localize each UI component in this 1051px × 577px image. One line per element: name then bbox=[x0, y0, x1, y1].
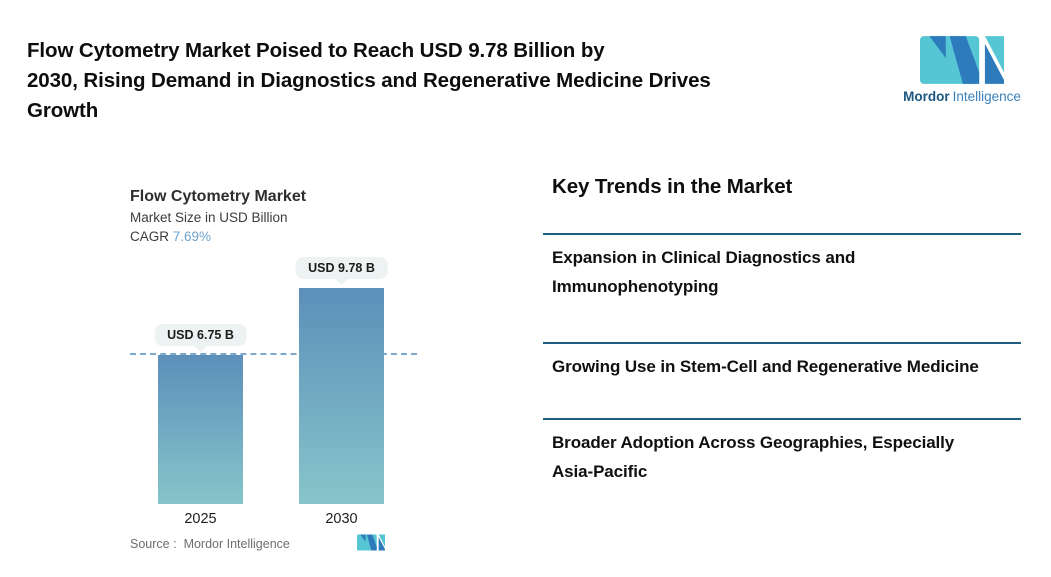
trend-item: Broader Adoption Across Geographies, Esp… bbox=[543, 418, 1021, 486]
chart-subtitle: Market Size in USD Billion bbox=[130, 210, 288, 225]
mordor-logo-small-icon bbox=[357, 534, 385, 551]
trends-heading: Key Trends in the Market bbox=[552, 175, 793, 198]
brand-name-bold: Mordor bbox=[903, 89, 950, 104]
chart-cagr: CAGR 7.69% bbox=[130, 229, 417, 244]
mordor-intelligence-logo-icon bbox=[920, 36, 1004, 84]
page-title-line: Growth bbox=[27, 99, 99, 122]
page-title-line: 2030, Rising Demand in Diagnostics and R… bbox=[27, 69, 711, 92]
axis-label-2030: 2030 bbox=[325, 511, 358, 527]
page-title-line: Flow Cytometry Market Poised to Reach US… bbox=[27, 39, 605, 62]
key-trends-panel: Key Trends in the Market Expansion in Cl… bbox=[543, 174, 1021, 486]
bar-chart-plot: USD 6.75 B 2025 USD 9.78 B 2030 bbox=[130, 257, 417, 527]
page-title: Flow Cytometry Market Poised to Reach US… bbox=[27, 36, 711, 126]
bar-2030: USD 9.78 B 2030 bbox=[295, 257, 388, 527]
value-label-2030: USD 9.78 B bbox=[295, 257, 388, 285]
reference-dashed-line bbox=[130, 353, 417, 355]
chart-title: Flow Cytometry Market bbox=[130, 188, 307, 205]
source-label: Source : bbox=[130, 537, 177, 551]
brand-name: Mordor Intelligence bbox=[903, 89, 1021, 104]
market-size-chart: Flow Cytometry Market Market Size in USD… bbox=[130, 188, 417, 560]
trend-item-text: Expansion in Clinical Diagnostics and Im… bbox=[552, 248, 856, 296]
trend-item-text: Broader Adoption Across Geographies, Esp… bbox=[552, 433, 955, 481]
bar-2025: USD 6.75 B 2025 bbox=[154, 324, 247, 527]
source-row: Source : Mordor Intelligence bbox=[130, 534, 417, 554]
trend-item: Growing Use in Stem-Cell and Regenerativ… bbox=[543, 342, 1021, 381]
value-label-2025: USD 6.75 B bbox=[154, 324, 247, 352]
brand-name-light: Intelligence bbox=[952, 89, 1021, 104]
source-value: Mordor Intelligence bbox=[183, 537, 290, 551]
cagr-label: CAGR bbox=[130, 229, 170, 244]
cagr-value: 7.69% bbox=[172, 229, 212, 244]
source-text: Source : Mordor Intelligence bbox=[130, 536, 417, 553]
brand-logo: Mordor Intelligence bbox=[903, 36, 1021, 104]
trend-item: Expansion in Clinical Diagnostics and Im… bbox=[543, 233, 1021, 301]
axis-label-2025: 2025 bbox=[184, 511, 217, 527]
trend-item-text: Growing Use in Stem-Cell and Regenerativ… bbox=[552, 357, 979, 376]
